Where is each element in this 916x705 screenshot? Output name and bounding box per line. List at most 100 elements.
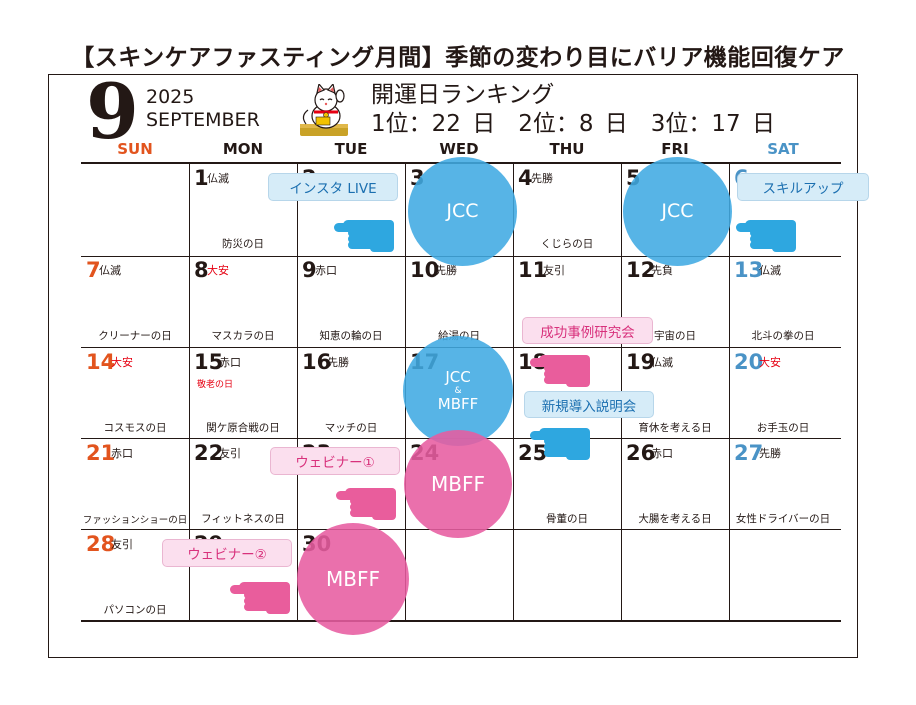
rokuyo-label: 友引	[543, 264, 565, 277]
day-cell: 4 先勝 くじらの日	[513, 164, 621, 255]
observance-label: お手玉の日	[756, 422, 810, 434]
day-number: 7	[86, 258, 101, 282]
weekday-thu: THU	[549, 140, 585, 158]
observance-label: パソコンの日	[103, 604, 167, 616]
day-cell: 16 先勝マッチの日	[297, 348, 405, 439]
bubble-new-intro: 新規導入説明会	[524, 391, 654, 418]
day-number: 25	[518, 441, 548, 465]
observance-label: 宇宙の日	[654, 330, 696, 342]
observance-label: フィットネスの日	[201, 513, 285, 525]
month-name: SEPTEMBER	[146, 109, 260, 131]
day-number: 13	[734, 258, 764, 282]
day-number: 1	[194, 166, 209, 190]
weekday-sun: SUN	[117, 140, 153, 158]
observance-label: 大腸を考える日	[638, 513, 712, 525]
day-number: 26	[626, 441, 656, 465]
weekday-wed: WED	[439, 140, 479, 158]
bubble-webinar-2: ウェビナー②	[162, 539, 292, 567]
day-number: 15	[194, 350, 224, 374]
rokuyo-label: 仏滅	[651, 356, 673, 369]
observance-label: マッチの日	[324, 422, 378, 434]
page-headline: 【スキンケアファスティング月間】季節の変わり目にバリア機能回復ケア	[71, 45, 845, 71]
weekday-fri: FRI	[661, 140, 689, 158]
rokuyo-label: 大安	[759, 356, 781, 369]
day-cell: 15 赤口敬老の日関ケ原合戦の日	[189, 348, 297, 439]
rokuyo-label: 先勝	[759, 447, 781, 460]
event-mbff-17-label: MBFF	[437, 394, 479, 413]
day-number: 11	[518, 258, 548, 282]
day-number: 16	[302, 350, 332, 374]
day-divider	[513, 164, 514, 620]
day-number: 8	[194, 258, 209, 282]
rokuyo-label: 仏滅	[99, 264, 121, 277]
ranking-line: 1位：22 日 2位：8 日 3位：17 日	[371, 111, 775, 137]
bubble-instagram-live: インスタ LIVE	[268, 173, 398, 201]
rokuyo-label: 仏滅	[207, 172, 229, 185]
day-cell: 21 赤口 ファッションショーの日	[81, 439, 189, 530]
observance-label: クリーナーの日	[98, 330, 172, 342]
day-number: 20	[734, 350, 764, 374]
day-cell: 10先勝給湯の日	[405, 256, 513, 347]
day-cell: 1 仏滅防災の日	[189, 164, 297, 255]
day-cell: 25 骨董の日	[513, 439, 621, 530]
blue-pointing-hand-icon	[736, 210, 796, 252]
day-cell: 22 友引フィットネスの日	[189, 439, 297, 530]
observance-label: 女性ドライバーの日	[735, 513, 831, 525]
event-jcc-17-label: JCC	[445, 368, 471, 387]
day-number: 22	[194, 441, 224, 465]
event-jcc-3: JCC	[408, 157, 517, 266]
day-cell: 27 先勝女性ドライバーの日	[729, 439, 837, 530]
weekday-tue: TUE	[334, 140, 368, 158]
pink-pointing-hand-icon	[530, 345, 590, 387]
observance-label: 知恵の輪の日	[319, 330, 383, 342]
weekday-sat: SAT	[767, 140, 799, 158]
rokuyo-label: 先勝	[435, 264, 457, 277]
observance-label: コスモスの日	[103, 422, 167, 434]
observance-label: マスカラの日	[211, 330, 275, 342]
event-amp-17: &	[454, 385, 462, 396]
rokuyo-label: 赤口	[315, 264, 337, 277]
rokuyo-label: 赤口	[111, 447, 133, 460]
rokuyo-label: 友引	[219, 447, 241, 460]
day-number: 14	[86, 350, 116, 374]
day-cell: 28 友引 パソコンの日	[81, 530, 189, 621]
month-number: 9	[86, 67, 139, 156]
observance-label: 関ケ原合戦の日	[206, 422, 280, 434]
observance-label: 骨董の日	[546, 513, 588, 525]
day-cell: 12 先負宇宙の日	[621, 256, 729, 347]
event-mbff-24: MBFF	[404, 430, 512, 538]
rokuyo-label: 先勝	[327, 356, 349, 369]
day-number: 27	[734, 441, 764, 465]
rokuyo-label: 赤口	[219, 356, 241, 369]
day-divider	[729, 164, 730, 620]
event-mbff-30: MBFF	[297, 523, 409, 635]
bubble-webinar-1: ウェビナー①	[270, 447, 400, 475]
day-cell: 19 仏滅 育休を考える日	[621, 348, 729, 439]
bubble-case-study: 成功事例研究会	[522, 317, 653, 344]
calendar-frame	[48, 74, 858, 658]
pink-pointing-hand-icon	[230, 572, 290, 614]
day-number: 21	[86, 441, 116, 465]
national-holiday-label: 敬老の日	[197, 380, 234, 390]
observance-label: 育休を考える日	[638, 422, 712, 434]
day-cell: 9 赤口知恵の輪の日	[297, 256, 405, 347]
day-number: 28	[86, 532, 116, 556]
event-jcc-mbff-17: JCC & MBFF	[403, 336, 513, 446]
pink-pointing-hand-icon	[336, 478, 396, 520]
day-cell: 26 赤口 大腸を考える日	[621, 439, 729, 530]
day-number: 9	[302, 258, 317, 282]
observance-label: 北斗の拳の日	[751, 330, 815, 342]
rokuyo-label: 先負	[651, 264, 673, 277]
day-number: 10	[410, 258, 440, 282]
day-cell: 7 仏滅クリーナーの日	[81, 256, 189, 347]
ranking-title: 開運日ランキング	[371, 82, 555, 108]
day-cell: 20 大安お手玉の日	[729, 348, 837, 439]
blue-pointing-hand-icon	[334, 210, 394, 252]
day-cell: 13 仏滅北斗の拳の日	[729, 256, 837, 347]
day-number: 12	[626, 258, 656, 282]
rokuyo-label: 大安	[207, 264, 229, 277]
observance-label: くじらの日	[540, 238, 594, 250]
rokuyo-label: 仏滅	[759, 264, 781, 277]
year-label: 2025	[146, 86, 195, 108]
observance-label: 防災の日	[222, 238, 264, 250]
